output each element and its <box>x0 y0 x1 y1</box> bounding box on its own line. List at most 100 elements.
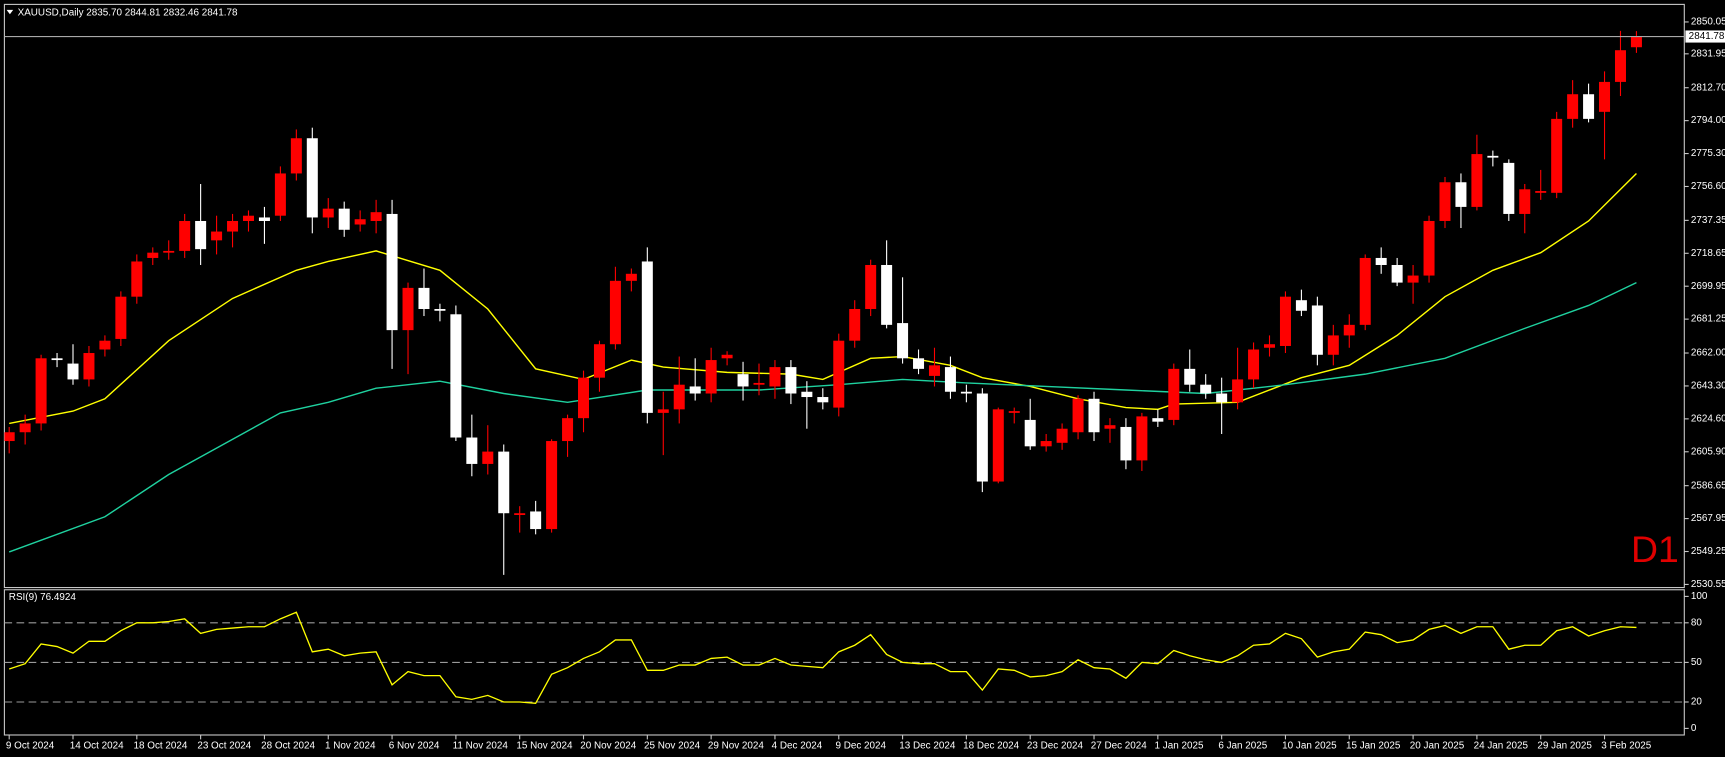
candle-body <box>514 513 526 515</box>
x-tick-label: 18 Dec 2024 <box>963 741 1020 752</box>
candle-body <box>1248 349 1260 380</box>
candle-body <box>1487 155 1499 158</box>
candle-body <box>1567 94 1579 119</box>
x-tick-label: 18 Oct 2024 <box>134 741 188 752</box>
candle-body <box>274 173 286 216</box>
y-tick-label: 2605.90 <box>1691 446 1725 457</box>
y-tick-label: 2586.65 <box>1691 480 1725 491</box>
candle-body <box>881 264 893 325</box>
x-tick-label: 15 Nov 2024 <box>516 741 573 752</box>
last-price-box <box>1685 30 1725 43</box>
candle-body <box>418 287 430 310</box>
candle-body <box>849 309 861 341</box>
candle-body <box>1423 220 1435 276</box>
axes: 2850.05 2831.95 2812.70 2794.00 2775.30 2756.… <box>6 17 1725 752</box>
candle-body <box>4 432 15 442</box>
y-tick-label: 2530.55 <box>1691 579 1725 590</box>
candle-body <box>211 231 223 241</box>
candle-body <box>179 220 191 251</box>
candle-body <box>83 353 95 380</box>
candle-body <box>1040 441 1052 447</box>
candle-body <box>833 340 845 408</box>
candle-body <box>1439 182 1451 221</box>
candle-body <box>1455 182 1467 207</box>
x-tick-label: 14 Oct 2024 <box>70 741 124 752</box>
symbol-menu-arrow[interactable] <box>6 9 14 15</box>
rsi-line <box>8 611 1637 705</box>
candle-body <box>482 451 494 464</box>
y-tick-label: 2850.05 <box>1691 17 1725 28</box>
candle-body <box>322 208 334 218</box>
candle-body <box>1535 191 1547 193</box>
candle-body <box>769 367 781 387</box>
x-tick-label: 13 Dec 2024 <box>899 741 956 752</box>
y-tick-label: 2699.95 <box>1691 281 1725 292</box>
candle-body <box>944 367 956 392</box>
candle-body <box>163 250 175 253</box>
candle-body <box>19 423 31 433</box>
candle-body <box>593 344 605 378</box>
candle-body <box>1599 81 1611 112</box>
x-tick-label: 24 Jan 2025 <box>1474 741 1529 752</box>
x-tick-label: 25 Nov 2024 <box>644 741 701 752</box>
x-tick-label: 29 Jan 2025 <box>1537 741 1592 752</box>
candle-body <box>753 382 765 385</box>
y-tick-label: 2812.70 <box>1691 82 1725 93</box>
candle-body <box>865 264 877 310</box>
candle-body <box>1471 154 1483 207</box>
y-tick-label: 2794.00 <box>1691 115 1725 126</box>
y-tick-label: 0 <box>1691 723 1697 734</box>
chart-title: XAUUSD,Daily 2835.70 2844.81 2832.46 284… <box>18 7 238 18</box>
x-tick-label: 28 Oct 2024 <box>261 741 315 752</box>
candle-body <box>1551 118 1563 193</box>
candle-body <box>546 441 558 530</box>
candle-body <box>976 393 988 482</box>
y-tick-label: 2643.30 <box>1691 381 1725 392</box>
candle-body <box>1024 419 1036 447</box>
candle-body <box>897 323 909 359</box>
x-tick-label: 20 Jan 2025 <box>1410 741 1465 752</box>
y-tick-label: 2718.65 <box>1691 248 1725 259</box>
candle-body <box>785 367 797 394</box>
candle-body <box>721 354 733 359</box>
candle-body <box>1630 36 1642 48</box>
candle-body <box>1583 94 1595 119</box>
x-tick-label: 11 Nov 2024 <box>453 741 509 752</box>
candle-body <box>1343 324 1355 336</box>
candle-body <box>1152 418 1164 422</box>
x-tick-label: 23 Oct 2024 <box>197 741 251 752</box>
x-tick-label: 4 Dec 2024 <box>772 741 823 752</box>
candle-body <box>578 377 590 419</box>
candle-body <box>227 220 239 232</box>
candle-body <box>1327 335 1339 355</box>
rsi-plot <box>4 611 1685 705</box>
candle-body <box>1503 162 1515 214</box>
candle-body <box>450 314 462 438</box>
candle-body <box>960 391 972 394</box>
candle-body <box>1391 264 1403 283</box>
candle-body <box>1056 428 1068 443</box>
candle-body <box>1375 257 1387 265</box>
indicator-title: RSI(9) 76.4924 <box>9 592 77 603</box>
candle-body <box>386 213 398 331</box>
x-tick-label: 27 Dec 2024 <box>1091 741 1148 752</box>
candle-body <box>641 261 653 413</box>
candle-body <box>1614 50 1626 82</box>
candle-body <box>258 217 270 221</box>
candle-body <box>1232 379 1244 403</box>
y-tick-label: 2775.30 <box>1691 148 1725 159</box>
candle-body <box>1168 368 1180 420</box>
candle-body <box>1279 296 1291 346</box>
candle-body <box>609 280 621 345</box>
candle-body <box>1136 416 1148 461</box>
timeframe-label: D1 <box>1631 528 1679 570</box>
candle-body <box>338 208 350 230</box>
last-price-label: 2841.78 <box>1689 31 1725 42</box>
x-tick-label: 3 Feb 2025 <box>1601 741 1652 752</box>
candle-body <box>913 358 925 369</box>
candle-body <box>1200 384 1212 394</box>
x-tick-label: 6 Jan 2025 <box>1218 741 1267 752</box>
candle-body <box>131 261 143 297</box>
